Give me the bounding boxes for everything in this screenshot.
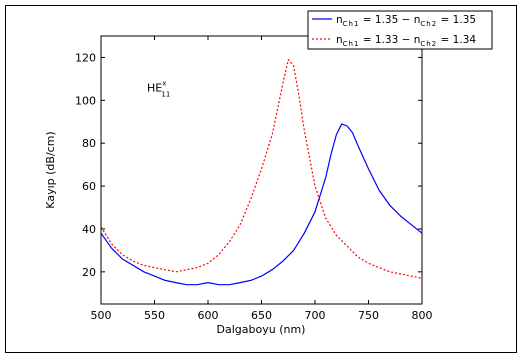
x-tick-label: 600	[198, 309, 219, 322]
legend-label-series-1: nCh1 = 1.35 − nCh2 = 1.35	[336, 14, 476, 28]
legend-label-series-2: nCh1 = 1.33 − nCh2 = 1.34	[336, 34, 476, 48]
x-tick-label: 700	[305, 309, 326, 322]
annotation-superscript: x	[162, 80, 166, 88]
figure-frame	[5, 5, 517, 353]
y-axis-label: Kayıp (dB/cm)	[44, 131, 57, 208]
plot-area	[100, 35, 423, 305]
annotation-main: HE	[147, 82, 162, 95]
x-tick-label: 800	[412, 309, 433, 322]
x-axis-label: Dalgaboyu (nm)	[217, 323, 306, 336]
y-tick-label: 120	[75, 51, 96, 64]
legend-box	[307, 10, 493, 50]
x-tick-label: 650	[251, 309, 272, 322]
series-lines	[100, 59, 423, 286]
x-tick-label: 500	[91, 309, 112, 322]
axis-ticks: 500 550 600 650 700 750 800 20 40 60 80 100 120	[75, 36, 433, 322]
y-tick-label: 40	[82, 223, 96, 236]
y-tick-label: 20	[82, 266, 96, 279]
y-tick-label: 60	[82, 180, 96, 193]
y-tick-label: 100	[75, 94, 96, 107]
series-line-1	[100, 123, 423, 286]
series-line-2	[100, 59, 423, 279]
annotation-subscript: 11	[161, 91, 170, 99]
y-tick-label: 80	[82, 137, 96, 150]
x-tick-label: 550	[144, 309, 165, 322]
legend: nCh1 = 1.35 − nCh2 = 1.35 nCh1 = 1.33 − …	[307, 10, 493, 50]
x-tick-label: 750	[358, 309, 379, 322]
mode-annotation: HEx 11	[147, 80, 170, 99]
